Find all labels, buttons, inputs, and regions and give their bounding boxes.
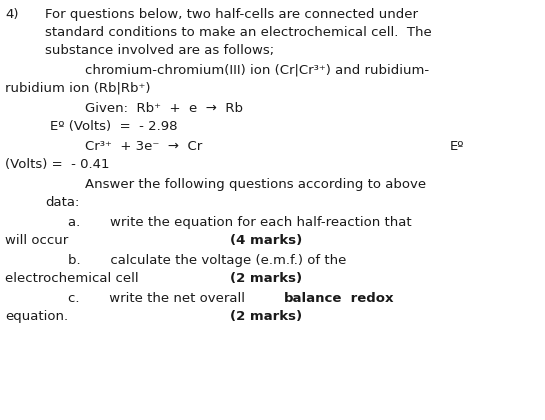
Text: c.       write the net overall: c. write the net overall xyxy=(68,292,249,305)
Text: chromium-chromium(III) ion (Cr|Cr³⁺) and rubidium-: chromium-chromium(III) ion (Cr|Cr³⁺) and… xyxy=(85,64,429,77)
Text: Eº (Volts)  =  - 2.98: Eº (Volts) = - 2.98 xyxy=(50,120,178,133)
Text: Answer the following questions according to above: Answer the following questions according… xyxy=(85,178,426,191)
Text: redox: redox xyxy=(346,292,393,305)
Text: substance involved are as follows;: substance involved are as follows; xyxy=(45,44,274,57)
Text: Eº: Eº xyxy=(450,140,464,153)
Text: For questions below, two half-cells are connected under: For questions below, two half-cells are … xyxy=(45,8,418,21)
Text: a.       write the equation for each half-reaction that: a. write the equation for each half-reac… xyxy=(68,216,411,229)
Text: equation.: equation. xyxy=(5,310,68,323)
Text: (4 marks): (4 marks) xyxy=(230,234,302,247)
Text: 4): 4) xyxy=(5,8,19,21)
Text: data:: data: xyxy=(45,196,80,209)
Text: will occur: will occur xyxy=(5,234,68,247)
Text: (Volts) =  - 0.41: (Volts) = - 0.41 xyxy=(5,158,110,171)
Text: Cr³⁺  + 3e⁻  →  Cr: Cr³⁺ + 3e⁻ → Cr xyxy=(85,140,202,153)
Text: balance: balance xyxy=(284,292,342,305)
Text: electrochemical cell: electrochemical cell xyxy=(5,272,138,285)
Text: Given:  Rb⁺  +  e  →  Rb: Given: Rb⁺ + e → Rb xyxy=(85,102,243,115)
Text: b.       calculate the voltage (e.m.f.) of the: b. calculate the voltage (e.m.f.) of the xyxy=(68,254,347,267)
Text: standard conditions to make an electrochemical cell.  The: standard conditions to make an electroch… xyxy=(45,26,432,39)
Text: (2 marks): (2 marks) xyxy=(230,310,302,323)
Text: rubidium ion (Rb|Rb⁺): rubidium ion (Rb|Rb⁺) xyxy=(5,82,150,95)
Text: (2 marks): (2 marks) xyxy=(230,272,302,285)
